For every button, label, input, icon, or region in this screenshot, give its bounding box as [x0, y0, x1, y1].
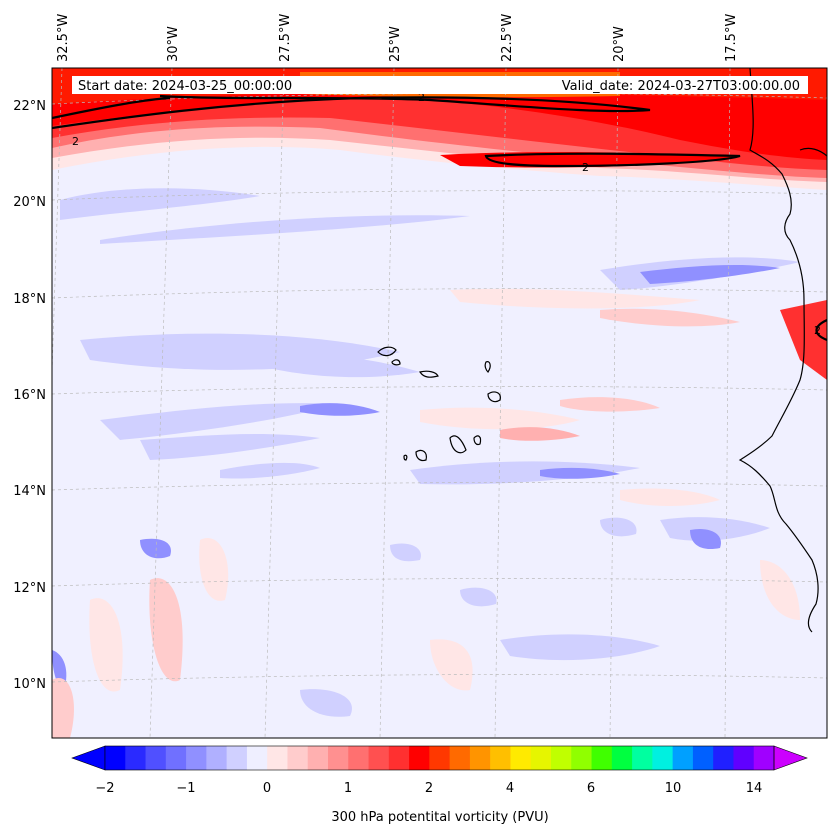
date-info-box: Start date: 2024-03-25_00:00:00 Valid_da…: [72, 76, 808, 94]
island-fogo: [415, 449, 427, 462]
colorbar-cell: [510, 746, 532, 770]
colorbar-cell: [206, 746, 228, 770]
lon-label: 20°W: [612, 26, 627, 62]
colorbar-cell: [165, 746, 187, 770]
latitude-labels: 22°N 20°N 18°N 16°N 14°N 12°N 10°N: [13, 99, 46, 692]
contour-label: 2: [582, 161, 589, 174]
pv-weak-positive: [52, 288, 800, 738]
lat-label: 20°N: [13, 195, 46, 210]
colorbar-cell: [429, 746, 451, 770]
pv2-contour-labels: 2 2 2 2: [72, 91, 821, 337]
colorbar-tick-label: −1: [176, 781, 195, 796]
colorbar-tick-label: 6: [587, 781, 595, 796]
colorbar-cell: [409, 746, 430, 770]
contour-label: 2: [814, 324, 821, 337]
colorbar-title: 300 hPa potentital vorticity (PVU): [331, 810, 548, 825]
contour-label: 2: [418, 91, 425, 104]
island-sao-vicente: [391, 359, 401, 366]
colorbar-tick-label: 0: [263, 781, 271, 796]
colorbar-cells: [105, 746, 775, 770]
colorbar-cell: [226, 746, 248, 770]
lat-label: 18°N: [13, 292, 46, 307]
colorbar-cell: [105, 746, 126, 770]
colorbar-cell: [571, 746, 593, 770]
colorbar-tick-label: 4: [506, 781, 514, 796]
lon-label: 25°W: [388, 26, 403, 62]
map-frame: [51, 67, 828, 739]
lon-label: 22.5°W: [500, 14, 515, 62]
pv2-contour-loop: [484, 152, 741, 168]
valid-date-text: Valid_date: 2024-03-27T03:00:00.00: [562, 79, 800, 94]
colorbar-cell: [713, 746, 734, 770]
colorbar-extend-min: [71, 745, 106, 771]
island-brava: [403, 454, 408, 461]
lat-label: 12°N: [13, 581, 46, 596]
lon-label: 17.5°W: [724, 14, 739, 62]
colorbar-cell: [388, 746, 410, 770]
pv2-contours: [52, 94, 827, 342]
colorbar-cell: [145, 746, 167, 770]
lon-label: 27.5°W: [278, 14, 293, 62]
colorbar-tick-label: 2: [425, 781, 433, 796]
lat-label: 22°N: [13, 99, 46, 114]
coastline: [738, 68, 827, 633]
colorbar-frame: [104, 745, 775, 771]
lat-label: 10°N: [13, 677, 46, 692]
colorbar-tick-label: 14: [746, 781, 763, 796]
pv-low-blobs: [52, 188, 800, 717]
colorbar-cell: [652, 746, 674, 770]
cape-verde-islands: [377, 346, 501, 462]
lat-label: 14°N: [13, 484, 46, 499]
island-boa-vista: [487, 391, 501, 403]
colorbar-cell: [246, 746, 268, 770]
pv2-contour-north: [52, 94, 651, 130]
island-sal: [484, 361, 491, 373]
colorbar-cell: [307, 746, 329, 770]
island-santo-antao: [377, 346, 397, 357]
island-maio: [473, 435, 482, 446]
colorbar-ticks: −2 −1 0 1 2 4 6 10 14: [95, 781, 762, 796]
lat-label: 16°N: [13, 388, 46, 403]
start-date-text: Start date: 2024-03-25_00:00:00: [78, 79, 292, 94]
colorbar-cell: [449, 746, 471, 770]
colorbar-cell: [530, 746, 552, 770]
island-santiago: [449, 435, 467, 454]
colorbar-cell: [368, 746, 390, 770]
colorbar-cell: [611, 746, 633, 770]
colorbar-cell: [591, 746, 613, 770]
colorbar-tick-label: −2: [95, 781, 114, 796]
colorbar-tick-label: 10: [665, 781, 682, 796]
island-sao-nicolau: [419, 370, 439, 378]
colorbar-cell: [692, 746, 714, 770]
colorbar-cell: [733, 746, 755, 770]
colorbar-cell: [267, 746, 288, 770]
lon-label: 30°W: [166, 26, 181, 62]
graticule: [52, 68, 827, 738]
colorbar-cell: [469, 746, 491, 770]
longitude-labels: 32.5°W 30°W 27.5°W 25°W 22.5°W 20°W 17.5…: [56, 14, 739, 62]
colorbar-cell: [672, 746, 694, 770]
colorbar-cell: [287, 746, 309, 770]
colorbar: −2 −1 0 1 2 4 6 10 14 300 hPa potentital…: [71, 745, 808, 825]
colorbar-cell: [348, 746, 370, 770]
colorbar-cell: [632, 746, 653, 770]
canary-islands-coast: [799, 147, 827, 157]
colorbar-cell: [125, 746, 147, 770]
colorbar-tick-label: 1: [344, 781, 352, 796]
colorbar-cell: [490, 746, 511, 770]
africa-coastline: [738, 68, 819, 633]
colorbar-extend-max: [773, 745, 808, 771]
contour-label: 2: [72, 135, 79, 148]
lon-label: 32.5°W: [56, 14, 71, 62]
colorbar-cell: [186, 746, 207, 770]
pv2-contour-east: [815, 319, 827, 342]
map-panel: 2 2 2 2 Start date: 2024-03-25_00:00:00: [52, 68, 827, 738]
colorbar-cell: [753, 746, 775, 770]
colorbar-cell: [551, 746, 572, 770]
colorbar-cell: [328, 746, 349, 770]
